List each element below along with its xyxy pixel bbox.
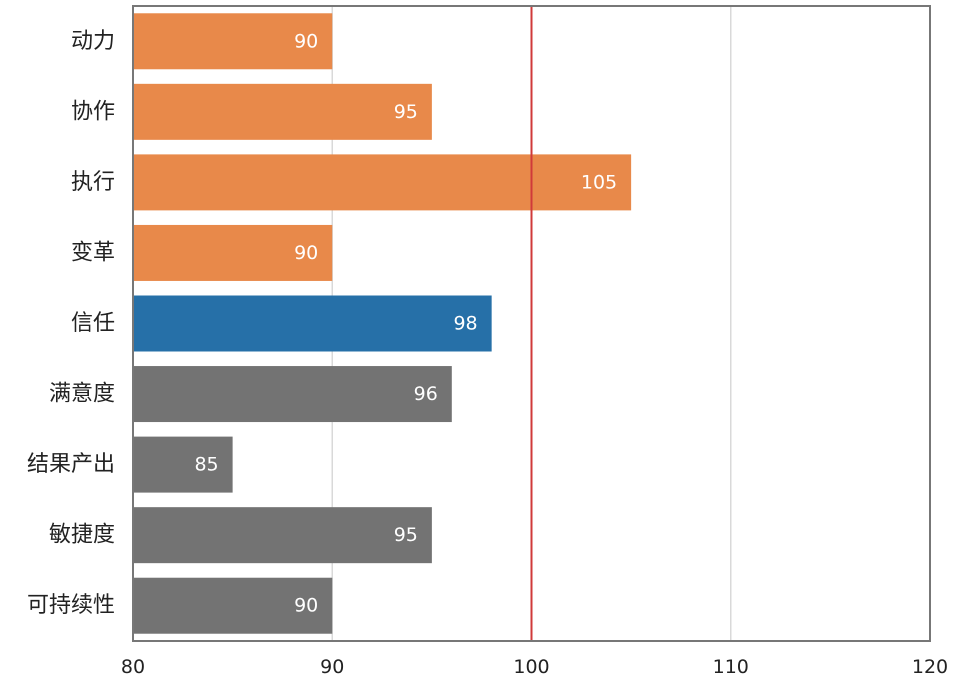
bar [133, 366, 452, 423]
x-tick-label: 110 [713, 656, 749, 678]
bar [133, 436, 233, 493]
bar [133, 13, 333, 70]
plot-frame [132, 5, 931, 642]
category-label: 变革 [71, 240, 115, 265]
category-label: 满意度 [49, 382, 115, 407]
bar-value-label: 98 [453, 313, 477, 335]
bar-value-label: 90 [294, 595, 318, 617]
category-label: 可持续性 [27, 593, 115, 618]
bar [133, 295, 492, 352]
bar-value-label: 95 [394, 101, 418, 123]
bars [133, 13, 632, 634]
bar-value-label: 96 [414, 383, 438, 405]
bar [133, 83, 432, 140]
bar-value-label: 95 [394, 524, 418, 546]
category-label: 协作 [71, 99, 115, 124]
x-tick-label: 120 [912, 656, 948, 678]
category-label: 信任 [71, 311, 115, 336]
category-label: 动力 [71, 29, 115, 54]
bar [133, 154, 632, 211]
bar-value-label: 105 [581, 171, 617, 193]
bar-value-label: 90 [294, 242, 318, 264]
category-label: 结果产出 [27, 452, 115, 477]
category-label: 执行 [71, 170, 115, 195]
category-label: 敏捷度 [49, 523, 115, 548]
bar-value-label: 85 [194, 454, 218, 476]
labels: 90 动力 95 协作 105 执行 90 变革 98 信任 96 满意度 85 结果产出 95 敏捷度 90 可… [27, 29, 948, 678]
x-tick-label: 90 [320, 656, 344, 678]
x-tick-label: 80 [121, 656, 145, 678]
bar [133, 507, 432, 564]
bar [133, 224, 333, 281]
bar-value-label: 90 [294, 30, 318, 52]
bar [133, 577, 333, 634]
x-tick-label: 100 [513, 656, 549, 678]
